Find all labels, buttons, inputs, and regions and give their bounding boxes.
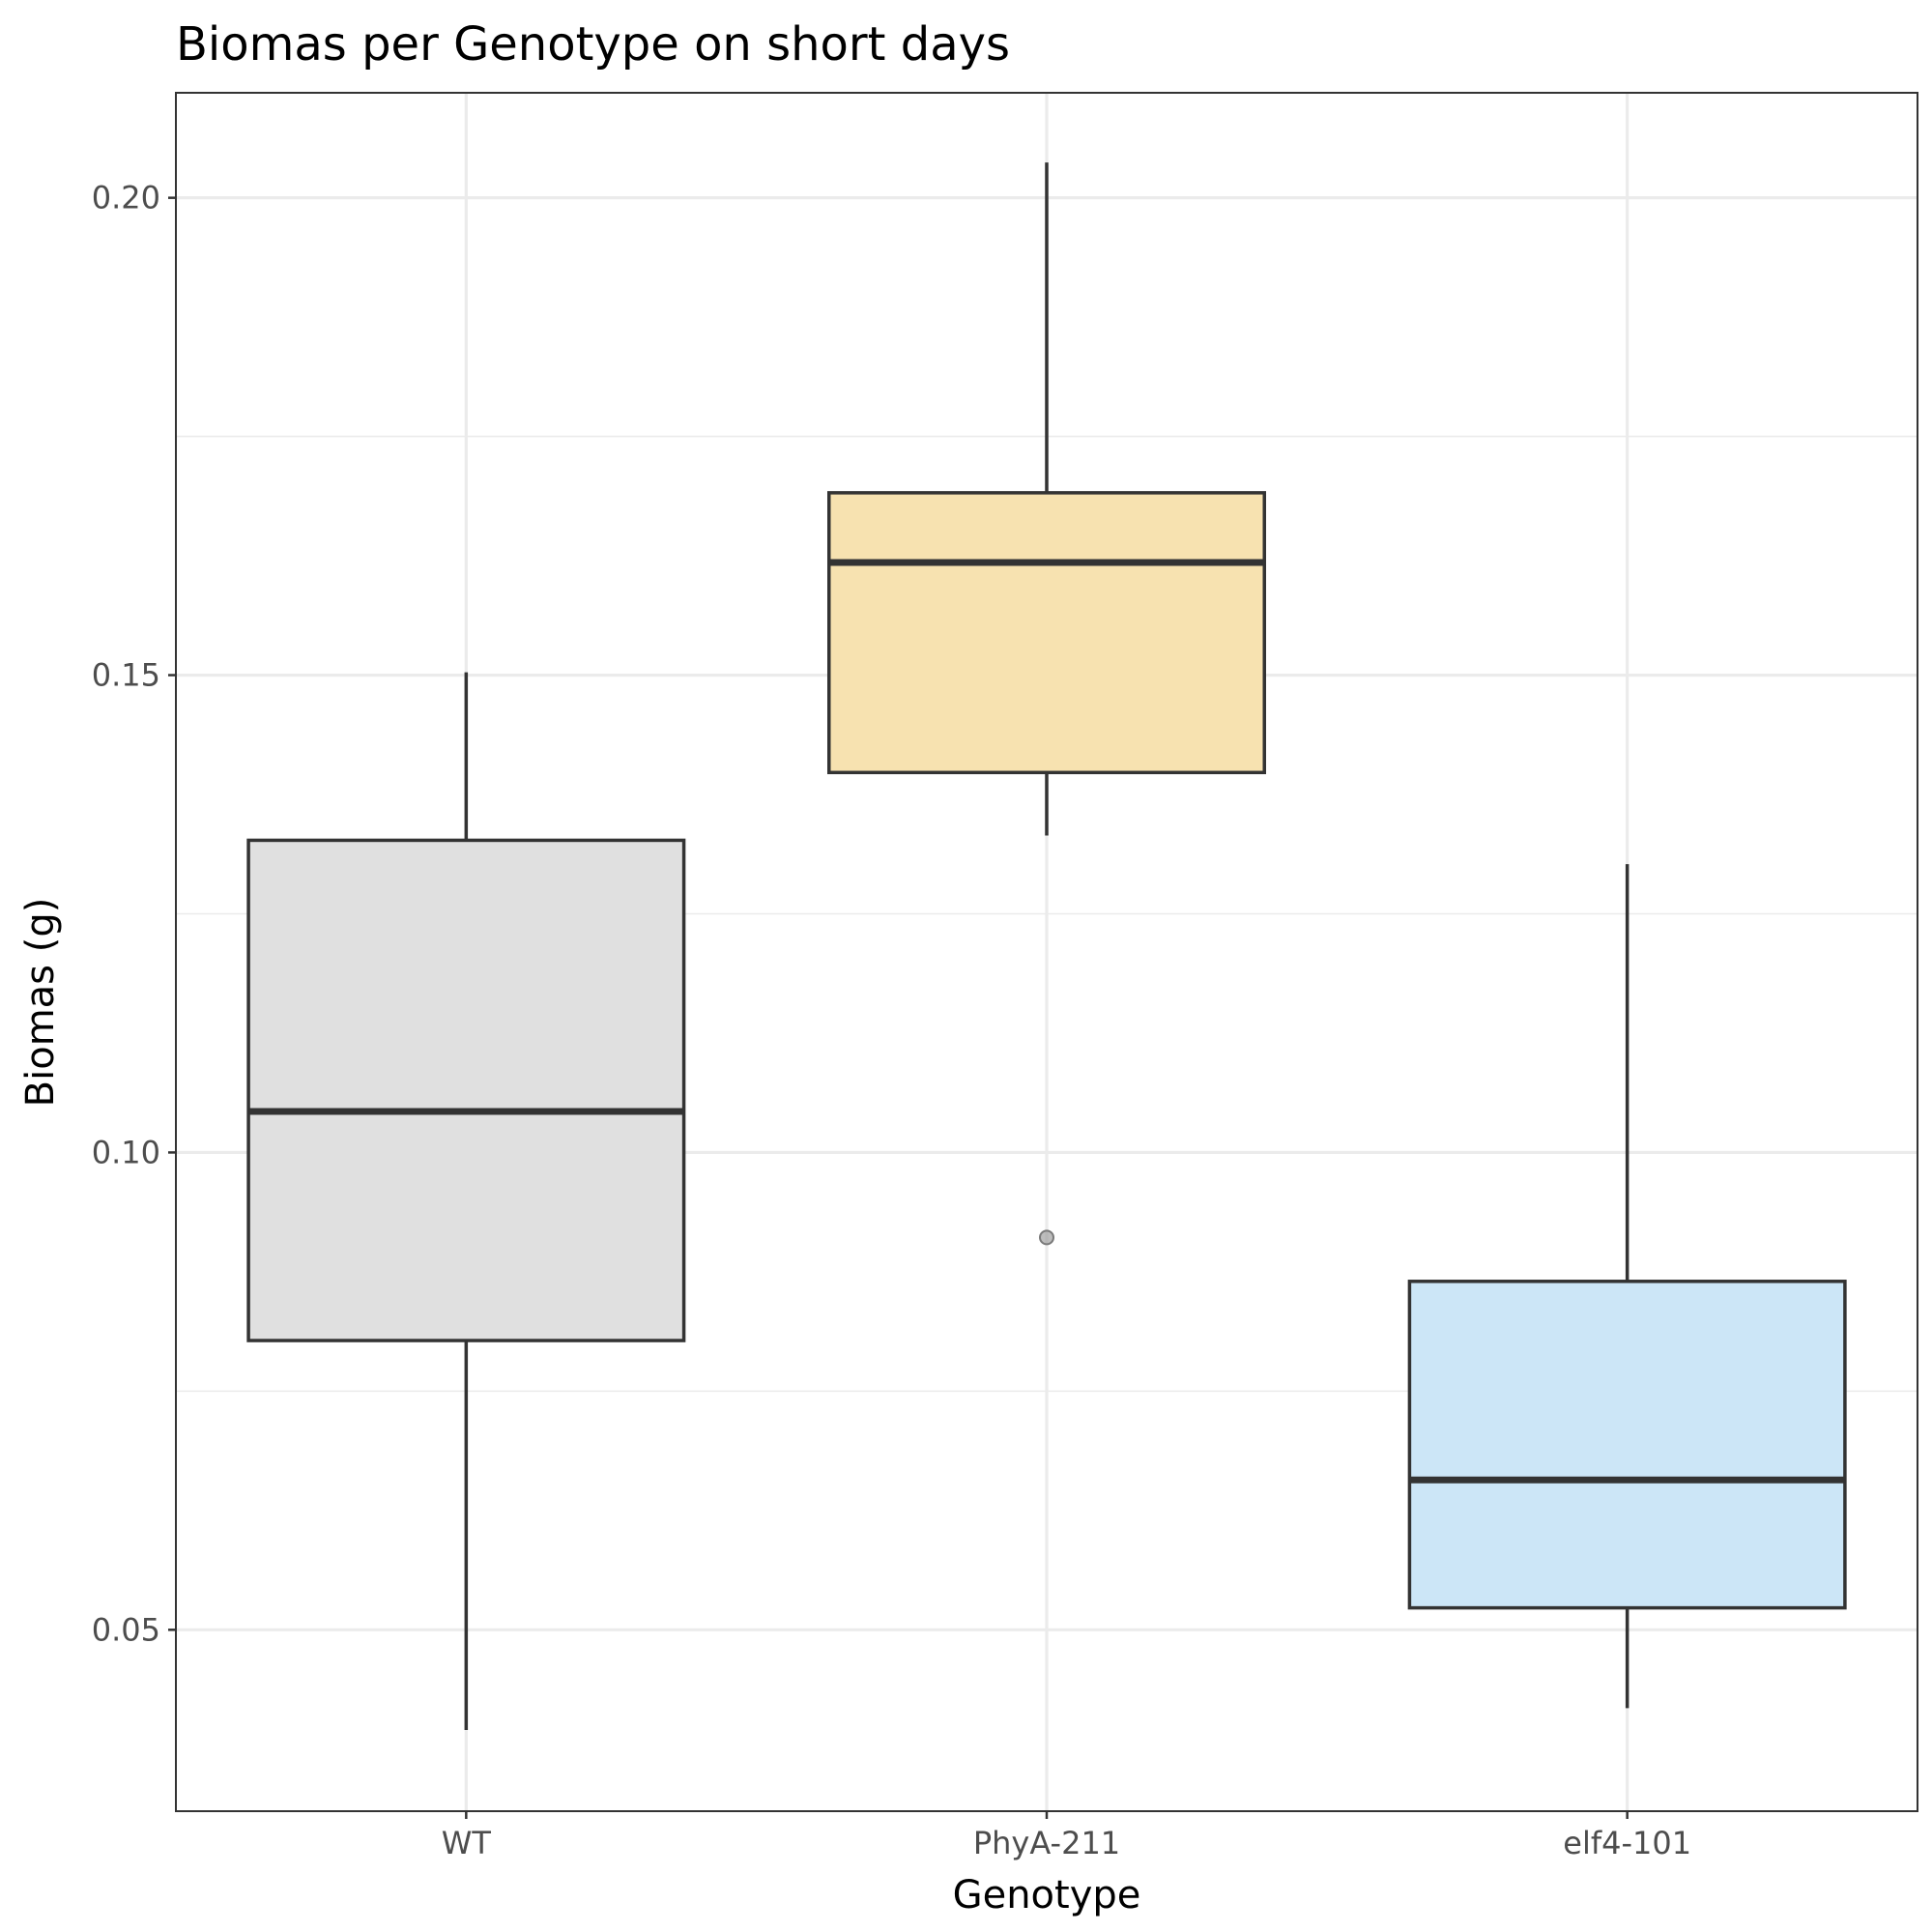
x-tick-label: WT [442,1825,492,1861]
x-tick-label: PhyA-211 [973,1825,1120,1861]
box-iqr [827,491,1266,775]
y-axis-title: Biomas (g) [18,898,63,1108]
x-axis-title: Genotype [953,1873,1141,1918]
y-tick-label: 0.15 [92,657,160,694]
x-tick-label: elf4-101 [1563,1825,1691,1861]
y-tick-label: 0.05 [92,1611,160,1648]
box-iqr [1407,1280,1847,1610]
box-group-phya-211 [827,162,1266,1246]
box-group-wt [246,672,686,1731]
outlier-point [1039,1229,1054,1246]
y-tick-label: 0.20 [92,180,160,216]
y-tick-label: 0.10 [92,1134,160,1170]
chart-title: Biomas per Genotype on short days [176,17,1010,72]
box-group-elf4-101 [1407,864,1847,1709]
box-iqr [246,838,686,1342]
plot-panel: 0.05 0.10 0.15 0.20 WT PhyA-211 elf4-101 [92,92,1918,1861]
